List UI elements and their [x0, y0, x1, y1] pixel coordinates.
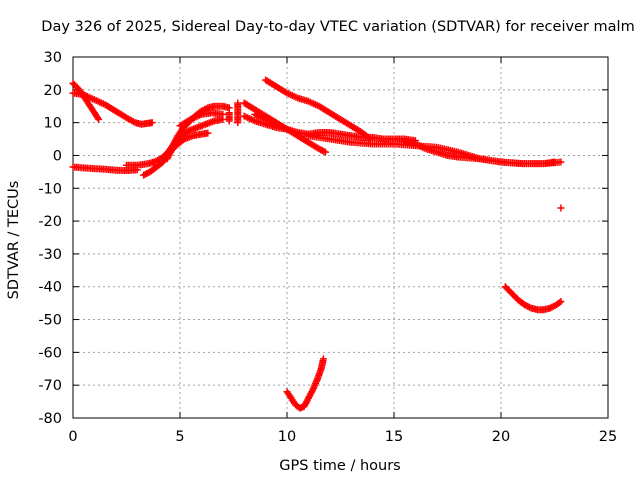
- series-track-i: [225, 109, 233, 125]
- series-track-q: [501, 283, 565, 314]
- series-track-r: [283, 355, 327, 412]
- series-track-c: [69, 163, 141, 175]
- series-track-h: [234, 99, 242, 127]
- y-axis-label: SDTVAR / TECUs: [6, 181, 22, 300]
- y-tick-label: -10: [38, 181, 62, 197]
- series-track-m: [251, 110, 419, 145]
- x-tick-label: 0: [68, 429, 77, 445]
- x-tick-label: 20: [492, 429, 510, 445]
- y-tick-label: 10: [44, 116, 62, 132]
- data-point-marker: [557, 297, 565, 305]
- series-track-g: [176, 109, 227, 130]
- y-tick-label: -70: [38, 378, 62, 394]
- chart-title: Day 326 of 2025, Sidereal Day-to-day VTE…: [41, 19, 634, 35]
- plot-frame: [72, 56, 609, 419]
- y-tick-label: 30: [44, 50, 62, 66]
- data-point-marker: [557, 158, 565, 166]
- x-tick-label: 25: [599, 429, 617, 445]
- y-tick-label: -60: [38, 345, 62, 361]
- series-track-o: [401, 137, 565, 168]
- y-tick-label: -20: [38, 214, 62, 230]
- data-point-marker: [322, 148, 330, 156]
- data-point-marker: [95, 115, 103, 123]
- data-points: [69, 76, 565, 412]
- data-point-marker: [204, 129, 212, 137]
- x-axis-label: GPS time / hours: [279, 458, 400, 474]
- data-point-marker: [234, 119, 242, 127]
- axis-ticks: 0 5 10 15 20 25 30 20 10 0 -10 -20 -30 -40 -50 -60 -70 -8…: [38, 50, 617, 445]
- y-tick-label: 20: [44, 83, 62, 99]
- y-tick-label: -30: [38, 247, 62, 263]
- data-point-marker: [555, 299, 563, 307]
- x-tick-label: 15: [385, 429, 403, 445]
- y-tick-label: -40: [38, 280, 62, 296]
- data-point-marker: [557, 204, 565, 212]
- series-track-l: [262, 76, 374, 143]
- data-point-marker: [319, 355, 327, 363]
- series-track-p: [557, 204, 565, 212]
- data-point-marker: [219, 110, 227, 118]
- y-tick-label: -80: [38, 411, 62, 427]
- y-tick-label: -50: [38, 313, 62, 329]
- series-track-b: [69, 89, 156, 128]
- grid-lines: [73, 57, 608, 418]
- data-point-marker: [225, 117, 233, 125]
- x-tick-label: 10: [278, 429, 296, 445]
- data-point-marker: [148, 119, 156, 127]
- series-track-f: [163, 129, 212, 163]
- y-tick-label: 0: [53, 148, 62, 164]
- x-tick-label: 5: [175, 429, 184, 445]
